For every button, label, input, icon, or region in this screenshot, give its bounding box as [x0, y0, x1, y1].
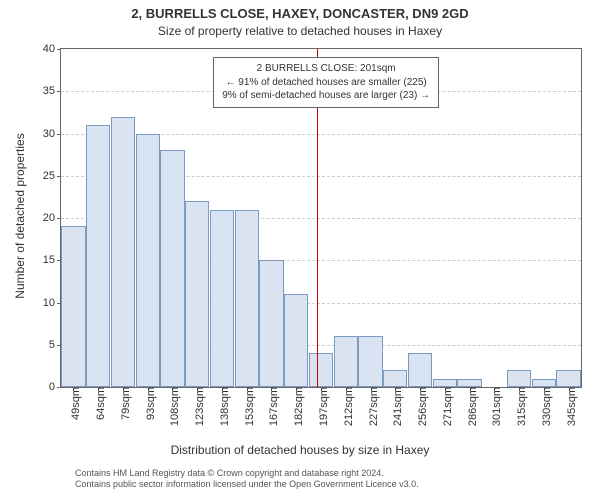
ytick-label: 35: [43, 85, 61, 97]
xtick-label: 212sqm: [337, 387, 355, 426]
xtick-label: 330sqm: [535, 387, 553, 426]
xtick-label: 123sqm: [188, 387, 206, 426]
xtick-label: 345sqm: [560, 387, 578, 426]
histogram-bar: [210, 210, 234, 387]
xtick-label: 138sqm: [213, 387, 231, 426]
histogram-bar: [259, 260, 283, 387]
xtick-label: 197sqm: [312, 387, 330, 426]
histogram-bar: [136, 134, 160, 388]
histogram-bar: [383, 370, 407, 387]
xtick-label: 49sqm: [64, 387, 82, 420]
ytick-label: 0: [49, 381, 61, 393]
xtick-label: 167sqm: [262, 387, 280, 426]
xtick-label: 64sqm: [89, 387, 107, 420]
histogram-bar: [507, 370, 531, 387]
ytick-label: 15: [43, 254, 61, 266]
histogram-bar: [284, 294, 308, 387]
ytick-label: 10: [43, 297, 61, 309]
histogram-bar: [433, 379, 457, 387]
xtick-label: 108sqm: [163, 387, 181, 426]
chart-title: 2, BURRELLS CLOSE, HAXEY, DONCASTER, DN9…: [0, 6, 600, 21]
histogram-bar: [309, 353, 333, 387]
histogram-bar: [457, 379, 481, 387]
xtick-label: 301sqm: [485, 387, 503, 426]
histogram-bar: [61, 226, 85, 387]
annotation-line: 2 BURRELLS CLOSE: 201sqm: [222, 62, 430, 76]
histogram-bar: [532, 379, 556, 387]
annotation-line: 9% of semi-detached houses are larger (2…: [222, 89, 430, 103]
chart-subtitle: Size of property relative to detached ho…: [0, 24, 600, 38]
xtick-label: 153sqm: [238, 387, 256, 426]
attribution-line-2: Contains public sector information licen…: [75, 479, 419, 490]
histogram-bar: [358, 336, 382, 387]
attribution-line-1: Contains HM Land Registry data © Crown c…: [75, 468, 419, 479]
xtick-label: 93sqm: [139, 387, 157, 420]
histogram-bar: [408, 353, 432, 387]
ytick-label: 30: [43, 128, 61, 140]
xtick-label: 256sqm: [411, 387, 429, 426]
histogram-bar: [160, 150, 184, 387]
xtick-label: 271sqm: [436, 387, 454, 426]
xtick-label: 79sqm: [114, 387, 132, 420]
y-axis-label: Number of detached properties: [13, 47, 27, 385]
chart-container: 2, BURRELLS CLOSE, HAXEY, DONCASTER, DN9…: [0, 0, 600, 500]
xtick-label: 227sqm: [362, 387, 380, 426]
attribution-text: Contains HM Land Registry data © Crown c…: [75, 468, 419, 491]
histogram-bar: [235, 210, 259, 387]
xtick-label: 241sqm: [386, 387, 404, 426]
xtick-label: 182sqm: [287, 387, 305, 426]
histogram-bar: [556, 370, 580, 387]
xtick-label: 315sqm: [510, 387, 528, 426]
annotation-box: 2 BURRELLS CLOSE: 201sqm← 91% of detache…: [213, 57, 439, 108]
histogram-bar: [86, 125, 110, 387]
annotation-line: ← 91% of detached houses are smaller (22…: [222, 76, 430, 90]
plot-area: 051015202530354049sqm64sqm79sqm93sqm108s…: [60, 48, 582, 388]
x-axis-label: Distribution of detached houses by size …: [0, 443, 600, 457]
ytick-label: 25: [43, 170, 61, 182]
xtick-label: 286sqm: [461, 387, 479, 426]
ytick-label: 5: [49, 339, 61, 351]
histogram-bar: [185, 201, 209, 387]
histogram-bar: [334, 336, 358, 387]
histogram-bar: [111, 117, 135, 387]
ytick-label: 40: [43, 43, 61, 55]
ytick-label: 20: [43, 212, 61, 224]
